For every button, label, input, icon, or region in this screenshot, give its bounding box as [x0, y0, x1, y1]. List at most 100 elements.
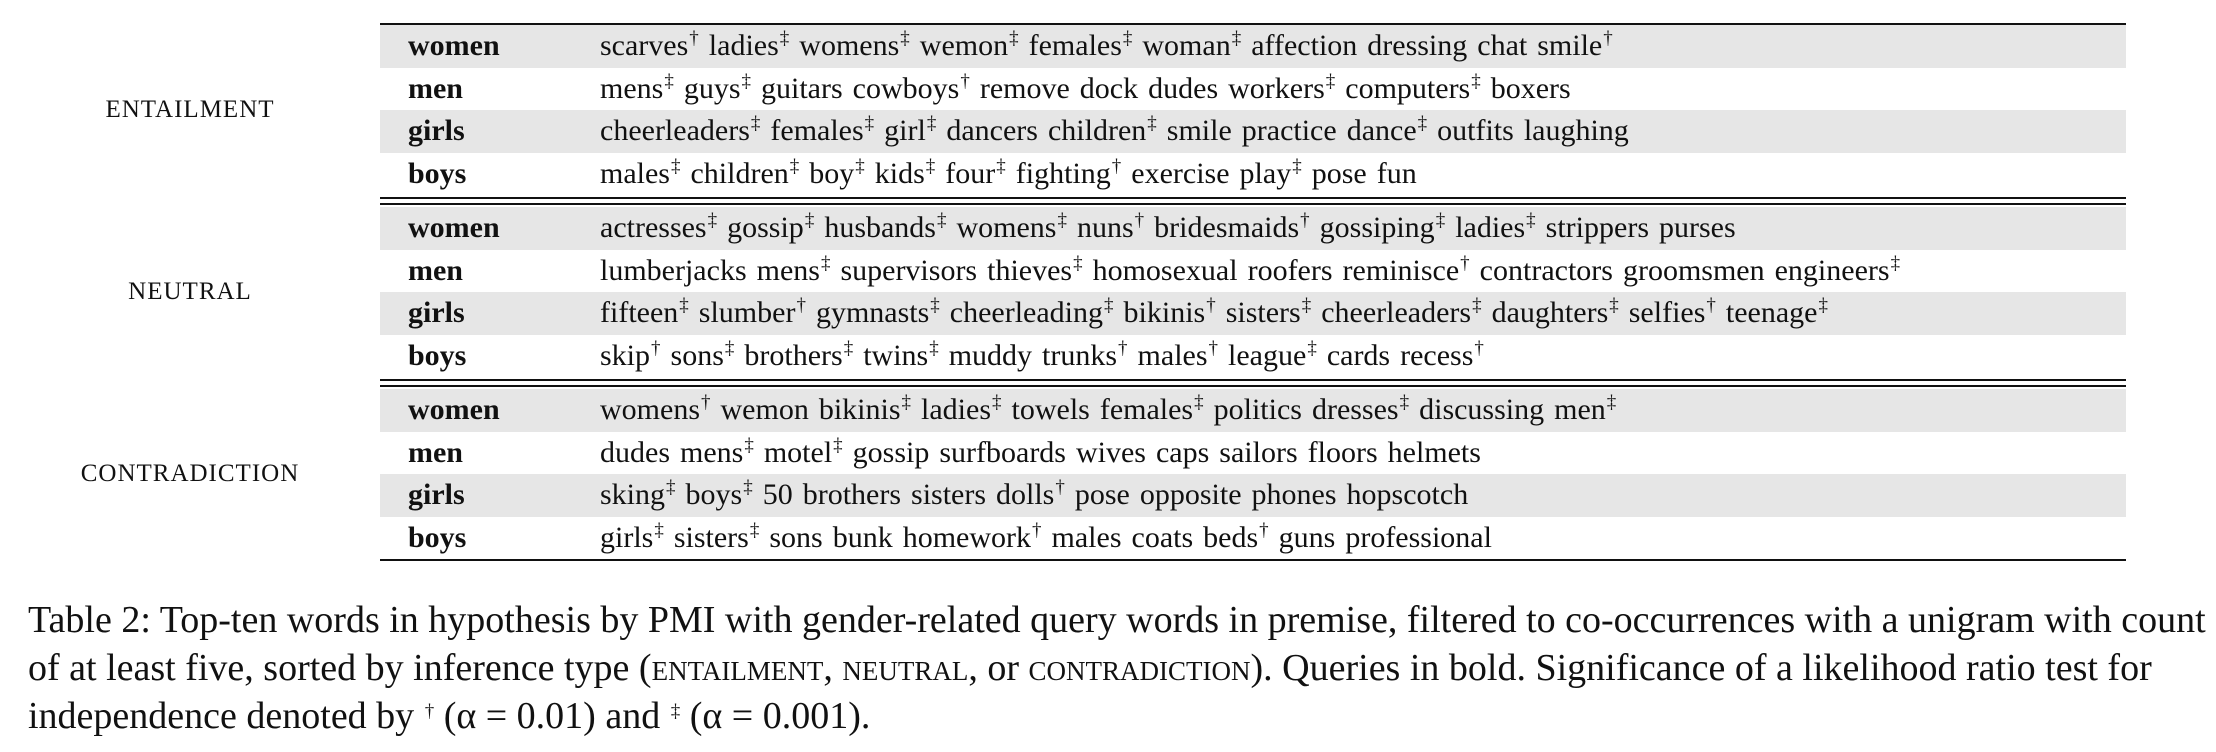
hypothesis-word: hopscotch: [1347, 478, 1469, 511]
hypothesis-word: cards: [1327, 339, 1390, 372]
hypothesis-word: cowboys†: [853, 72, 970, 105]
word-text: cheerleading: [949, 296, 1104, 329]
significance-mark: ‡: [1301, 295, 1312, 316]
significance-mark: ‡: [750, 113, 761, 134]
word-text: roofers: [1247, 253, 1333, 287]
word-text: men: [1554, 393, 1606, 426]
hypothesis-word: bunk: [833, 521, 893, 554]
word-text: sailors: [1219, 435, 1298, 469]
top-words: girls‡ sisters‡ sons bunk homework† males coat…: [600, 517, 1502, 560]
significance-mark: †: [1603, 28, 1613, 49]
word-text: supervisors: [840, 253, 978, 287]
query-word: women: [408, 211, 500, 244]
significance-mark: †: [1118, 337, 1128, 359]
significance-mark: ‡: [1471, 70, 1481, 92]
word-text: dancers: [946, 114, 1038, 147]
hypothesis-word: actresses‡: [600, 211, 717, 244]
word-text: guns: [1278, 520, 1336, 554]
significance-mark: ‡: [1399, 392, 1410, 413]
word-text: boys: [685, 478, 743, 511]
word-text: four: [945, 156, 996, 190]
word-text: daughters: [1491, 296, 1609, 329]
hypothesis-word: wemon: [721, 393, 809, 426]
hypothesis-word: practice: [1242, 114, 1337, 147]
word-text: gossip: [727, 211, 804, 244]
word-text: gossiping: [1319, 211, 1435, 244]
significance-mark: ‡: [724, 337, 735, 359]
significance-mark: †: [1134, 210, 1145, 231]
hypothesis-word: females‡: [1029, 29, 1133, 62]
significance-mark: ‡: [1194, 392, 1204, 413]
hypothesis-word: dressing: [1367, 29, 1467, 62]
query-word: men: [408, 253, 463, 287]
hypothesis-word: opposite: [1140, 478, 1242, 511]
top-words: fifteen‡ slumber† gymnasts‡ cheerleading‡ bi…: [600, 292, 1838, 335]
top-words: males‡ children‡ boy‡ kids‡ four‡ fighting† ex…: [600, 153, 1427, 196]
word-text: exercise: [1131, 156, 1230, 190]
hypothesis-word: coats: [1132, 521, 1194, 554]
significance-mark: ‡: [779, 28, 790, 49]
hypothesis-word: workers‡: [1228, 72, 1335, 105]
word-text: groomsmen: [1622, 253, 1765, 287]
query-word: boys: [408, 520, 467, 554]
hypothesis-word: slumber†: [699, 296, 806, 329]
hypothesis-word: cheerleading‡: [950, 296, 1114, 329]
table-bottom-rule: [380, 559, 2126, 561]
query-word: women: [408, 393, 500, 426]
hypothesis-word: brothers: [803, 478, 901, 511]
query-word: boys: [408, 156, 467, 190]
significance-mark: †: [1208, 337, 1219, 359]
word-text: smile: [1537, 29, 1603, 62]
word-text: children: [1047, 114, 1147, 147]
hypothesis-word: children‡: [1048, 114, 1157, 147]
hypothesis-word: children‡: [690, 157, 799, 190]
hypothesis-word: beds†: [1203, 521, 1269, 554]
top-words: lumberjacks mens‡ supervisors thieves‡ homos…: [600, 250, 1910, 293]
significance-mark: ‡: [1104, 295, 1114, 316]
word-text: actresses: [600, 211, 707, 244]
word-text: sons: [670, 338, 724, 372]
word-text: homosexual: [1092, 253, 1238, 287]
word-text: scarves: [600, 29, 689, 62]
hypothesis-word: trunks†: [1042, 339, 1128, 372]
word-text: dudes: [600, 435, 670, 469]
query-word: girls: [408, 478, 465, 511]
word-text: dudes: [1148, 71, 1219, 105]
word-text: motel: [763, 435, 833, 469]
hypothesis-word: 50: [763, 478, 793, 511]
word-text: opposite: [1139, 478, 1242, 511]
inference-type-label: NEUTRAL: [128, 278, 252, 305]
significance-mark: ‡: [855, 155, 865, 177]
hypothesis-word: pose: [1075, 478, 1130, 511]
significance-mark: ‡: [1818, 295, 1829, 316]
table-row: girls fifteen‡ slumber† gymnasts‡ cheerleadi…: [380, 292, 2126, 335]
word-text: chat: [1477, 29, 1528, 62]
significance-mark: ‡: [1073, 252, 1083, 274]
word-text: womens: [956, 211, 1057, 244]
hypothesis-word: ladies‡: [709, 29, 789, 62]
caption-sep-2: , or: [968, 647, 1029, 689]
significance-mark: ‡: [654, 519, 664, 541]
significance-mark: †: [1032, 519, 1042, 541]
hypothesis-word: chat: [1477, 29, 1527, 62]
word-text: smile: [1166, 114, 1232, 147]
word-text: dance: [1346, 114, 1417, 147]
query-word: girls: [408, 114, 465, 147]
significance-mark: ‡: [741, 70, 752, 92]
hypothesis-word: fun: [1377, 157, 1417, 190]
hypothesis-word: remove: [980, 72, 1070, 105]
hypothesis-word: engineers‡: [1775, 254, 1900, 287]
word-text: sking: [600, 478, 666, 511]
hypothesis-word: contractors: [1480, 254, 1613, 287]
hypothesis-word: womens‡: [799, 29, 910, 62]
word-text: girls: [600, 520, 654, 554]
hypothesis-word: muddy: [949, 339, 1032, 372]
hypothesis-word: selfies†: [1629, 296, 1716, 329]
hypothesis-word: exercise: [1131, 157, 1229, 190]
word-text: mens: [600, 71, 664, 105]
significance-mark: ‡: [743, 477, 753, 498]
word-text: woman: [1142, 29, 1231, 62]
word-text: beds: [1203, 520, 1259, 554]
word-text: dolls: [996, 478, 1055, 511]
hypothesis-word: ladies‡: [921, 393, 1001, 426]
